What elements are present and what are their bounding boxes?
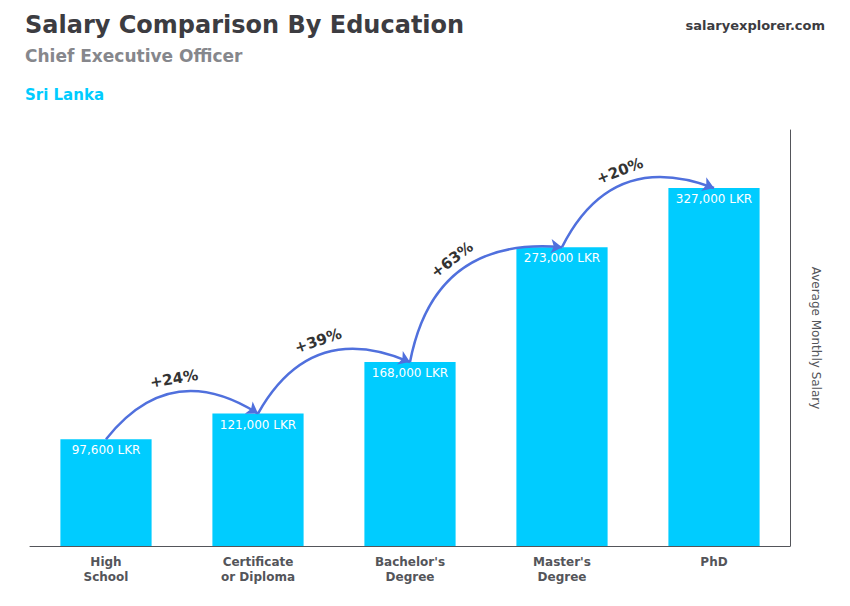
svg-text:+24%: +24%	[149, 366, 200, 392]
svg-text:Master's: Master's	[533, 555, 591, 569]
svg-text:Chief Executive Officer: Chief Executive Officer	[25, 46, 243, 66]
svg-text:Sri Lanka: Sri Lanka	[25, 86, 104, 104]
svg-text:High: High	[90, 555, 121, 569]
svg-text:Bachelor's: Bachelor's	[375, 555, 445, 569]
svg-text:salaryexplorer.com: salaryexplorer.com	[686, 18, 825, 33]
svg-text:121,000 LKR: 121,000 LKR	[220, 418, 296, 432]
svg-text:+20%: +20%	[594, 154, 646, 188]
svg-text:PhD: PhD	[700, 555, 727, 569]
svg-text:Degree: Degree	[538, 570, 587, 584]
svg-text:or Diploma: or Diploma	[221, 570, 295, 584]
svg-text:Certificate: Certificate	[223, 555, 294, 569]
svg-text:School: School	[84, 570, 129, 584]
svg-text:+39%: +39%	[292, 325, 344, 358]
svg-text:168,000 LKR: 168,000 LKR	[372, 366, 448, 380]
svg-text:Degree: Degree	[386, 570, 435, 584]
svg-text:Average Monthly Salary: Average Monthly Salary	[809, 267, 823, 410]
svg-text:327,000 LKR: 327,000 LKR	[676, 192, 752, 206]
svg-text:97,600 LKR: 97,600 LKR	[72, 443, 141, 457]
svg-text:273,000 LKR: 273,000 LKR	[524, 251, 600, 265]
svg-text:+63%: +63%	[427, 238, 477, 282]
svg-text:Salary Comparison By Education: Salary Comparison By Education	[25, 11, 464, 39]
